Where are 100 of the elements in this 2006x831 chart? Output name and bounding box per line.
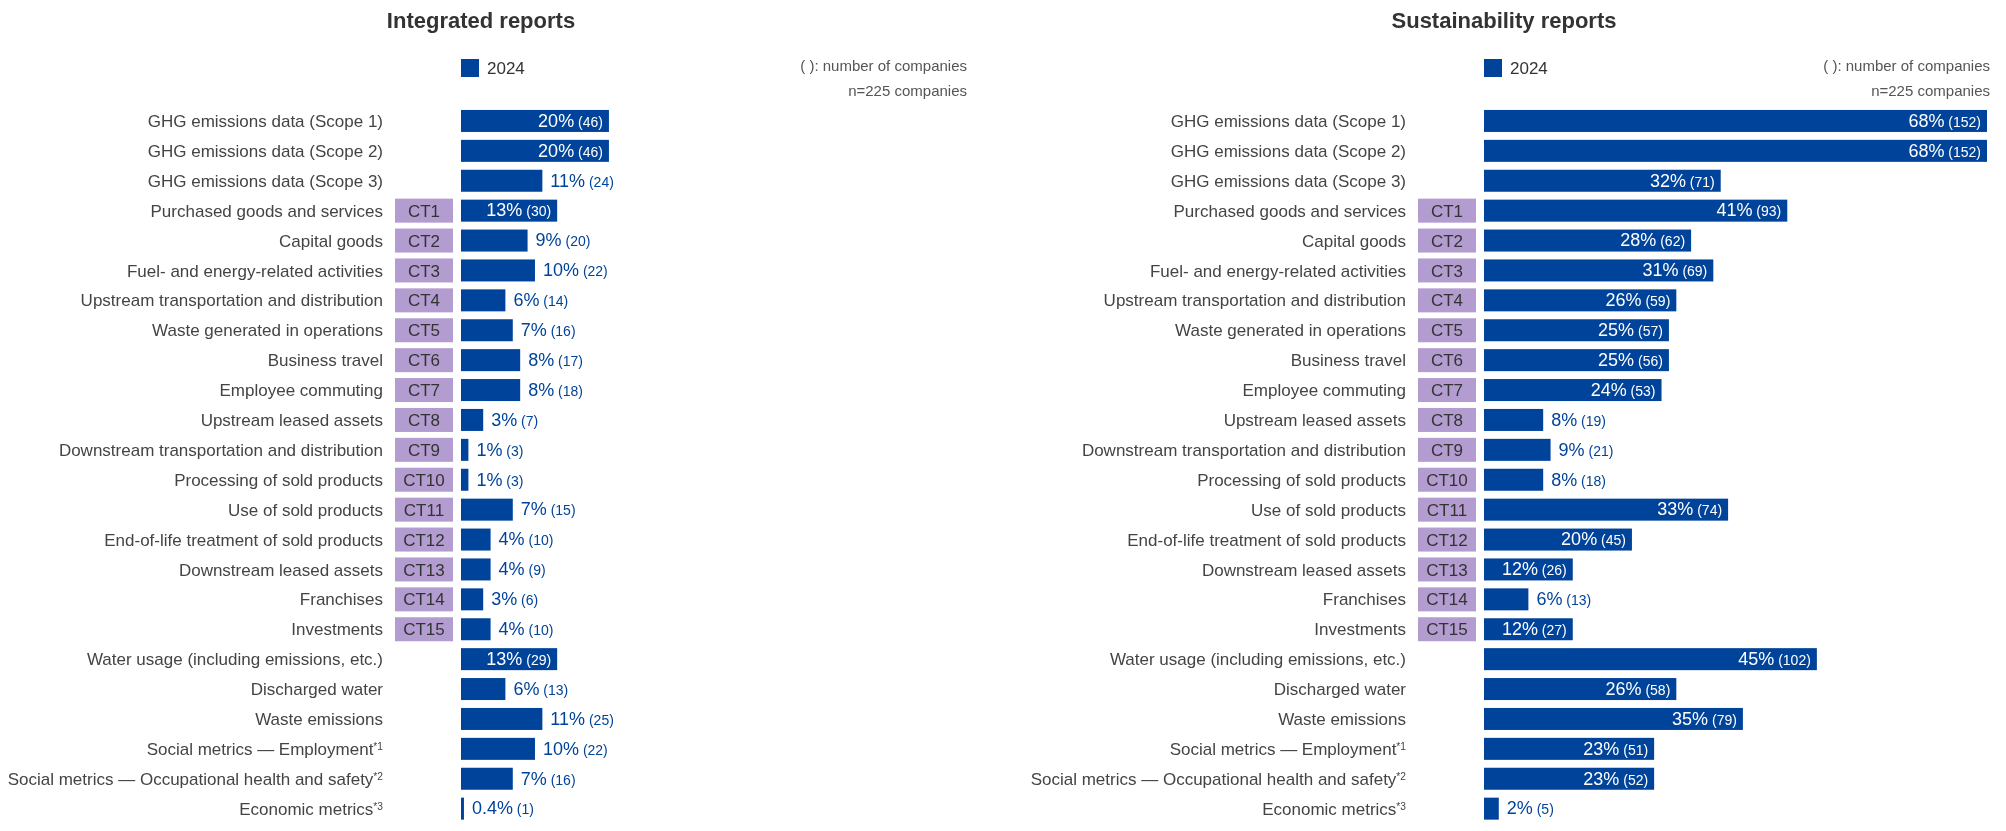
bar xyxy=(1484,199,1788,222)
text: CT14 xyxy=(403,590,445,610)
y-tick-label: GHG emissions data (Scope 1) xyxy=(147,112,383,132)
legend-label: 2024 xyxy=(1510,59,1548,79)
y-tick-label: Processing of sold products xyxy=(1197,470,1406,490)
y-tick-label: Fuel- and energy-related activities xyxy=(1149,261,1406,281)
bar xyxy=(1484,438,1551,461)
data-label: 41% (93) xyxy=(1716,200,1782,221)
text: CT7 xyxy=(1430,381,1464,401)
bar xyxy=(461,737,535,760)
text: CT14 xyxy=(1426,590,1468,610)
text: CT13 xyxy=(1426,560,1468,580)
data-label: 3% (7) xyxy=(491,409,539,430)
data-label: 31% (69) xyxy=(1642,260,1708,281)
y-tick-label: Business travel xyxy=(1290,351,1406,371)
data-label: 35% (79) xyxy=(1672,708,1737,729)
bar xyxy=(1484,707,1743,730)
data-label: 11% (24) xyxy=(550,170,614,191)
text: CT9 xyxy=(1430,440,1464,460)
y-tick-label: Employee commuting xyxy=(219,381,383,401)
y-tick-label: Waste generated in operations xyxy=(152,321,383,341)
y-tick-label: Use of sold products xyxy=(1251,500,1406,520)
text: CT10 xyxy=(403,470,445,490)
data-label: 10% (22) xyxy=(542,738,608,759)
text: CT15 xyxy=(403,620,445,640)
data-label: 23% (52) xyxy=(1583,768,1649,789)
y-tick-label: GHG emissions data (Scope 3) xyxy=(1170,171,1406,191)
bar xyxy=(461,707,543,730)
y-tick-label: Downstream leased assets xyxy=(1201,560,1406,580)
bar xyxy=(461,588,484,611)
text: CT7 xyxy=(407,381,441,401)
bar xyxy=(1484,379,1662,402)
bar xyxy=(1484,797,1499,820)
y-tick-label: Social metrics — Occupational health and safety$^{*2}$ xyxy=(7,769,384,789)
y-tick-label: Investments xyxy=(1314,620,1406,640)
data-label: 1% (3) xyxy=(476,469,524,490)
data-label: 68% (152) xyxy=(1908,140,1981,161)
bar xyxy=(461,618,491,641)
bar xyxy=(461,379,521,402)
y-tick-label: Purchased goods and services xyxy=(150,201,383,221)
data-label: 68% (152) xyxy=(1908,110,1981,131)
data-label: 9% (21) xyxy=(1558,439,1614,460)
data-label: 8% (17) xyxy=(528,349,583,370)
data-label: 32% (71) xyxy=(1649,170,1715,191)
data-label: 4% (10) xyxy=(498,529,554,550)
bar xyxy=(461,528,491,551)
data-label: 1% (3) xyxy=(476,439,524,460)
y-tick-label: Upstream transportation and distribution xyxy=(1103,291,1406,311)
data-label: 6% (13) xyxy=(1536,589,1592,610)
data-label: 12% (26) xyxy=(1501,559,1567,580)
y-tick-label: Business travel xyxy=(267,351,383,371)
bar xyxy=(1484,408,1544,431)
bar xyxy=(461,678,506,701)
bar xyxy=(1484,289,1677,312)
data-label: 6% (13) xyxy=(513,678,569,699)
y-tick-label: Fuel- and energy-related activities xyxy=(126,261,383,281)
bar xyxy=(461,289,506,312)
text: ( ): number of companies xyxy=(1823,57,1990,75)
bar xyxy=(461,797,464,820)
text: n=225 companies xyxy=(1871,82,1990,100)
text: CT11 xyxy=(403,500,445,520)
bar xyxy=(1484,319,1669,342)
bar xyxy=(1484,169,1721,192)
y-tick-label: GHG emissions data (Scope 3) xyxy=(147,171,383,191)
y-tick-label: GHG emissions data (Scope 2) xyxy=(147,141,383,161)
data-label: 6% (14) xyxy=(513,290,569,311)
text: CT3 xyxy=(1430,261,1464,281)
data-label: 12% (27) xyxy=(1501,619,1567,640)
bar xyxy=(461,169,543,192)
y-tick-label: Downstream transportation and distribution xyxy=(58,440,383,460)
text: CT11 xyxy=(1426,500,1468,520)
data-label: 28% (62) xyxy=(1620,230,1686,251)
bar xyxy=(1484,259,1714,282)
data-label: 13% (29) xyxy=(486,648,552,669)
y-tick-label: GHG emissions data (Scope 2) xyxy=(1170,141,1406,161)
y-tick-label: Investments xyxy=(291,620,383,640)
y-tick-label: Discharged water xyxy=(1273,680,1407,700)
text: ( ): number of companies xyxy=(800,57,967,75)
bar xyxy=(461,229,528,252)
y-tick-label: Upstream transportation and distribution xyxy=(80,291,383,311)
data-label: 20% (46) xyxy=(538,140,603,161)
y-tick-label: Economic metrics$^{*3}$ xyxy=(1262,799,1407,819)
data-label: 8% (18) xyxy=(1551,469,1606,490)
y-tick-label: End-of-life treatment of sold products xyxy=(104,530,383,550)
data-label: 10% (22) xyxy=(542,260,608,281)
y-tick-label: Social metrics — Employment$^{*1}$ xyxy=(146,739,384,759)
data-label: 24% (53) xyxy=(1590,379,1656,400)
chart-title: Integrated reports xyxy=(386,8,576,33)
text: CT8 xyxy=(1430,411,1464,431)
legend-label: 2024 xyxy=(487,59,525,79)
y-tick-label: Processing of sold products xyxy=(174,470,383,490)
bar xyxy=(461,438,469,461)
text: CT3 xyxy=(407,261,441,281)
y-tick-label: Water usage (including emissions, etc.) xyxy=(86,650,383,670)
data-label: 4% (9) xyxy=(498,559,546,580)
y-tick-label: Use of sold products xyxy=(228,500,383,520)
text: CT10 xyxy=(1426,470,1468,490)
data-label: 26% (58) xyxy=(1605,678,1671,699)
bar xyxy=(461,767,513,790)
text: CT12 xyxy=(1426,530,1468,550)
